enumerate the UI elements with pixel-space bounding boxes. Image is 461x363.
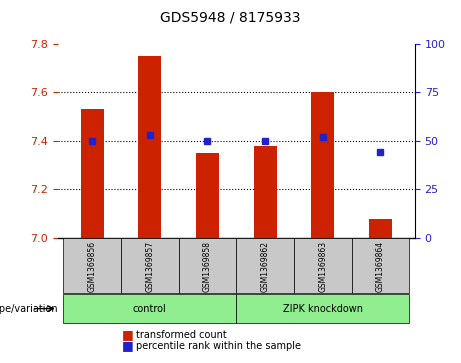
FancyBboxPatch shape <box>121 238 179 293</box>
FancyBboxPatch shape <box>351 238 409 293</box>
Text: GSM1369864: GSM1369864 <box>376 241 385 291</box>
FancyBboxPatch shape <box>179 238 236 293</box>
Text: GSM1369863: GSM1369863 <box>318 241 327 291</box>
Bar <box>81 109 104 238</box>
FancyBboxPatch shape <box>64 294 236 323</box>
Bar <box>138 56 161 238</box>
Text: ZIPK knockdown: ZIPK knockdown <box>283 303 363 314</box>
FancyBboxPatch shape <box>236 238 294 293</box>
Text: GDS5948 / 8175933: GDS5948 / 8175933 <box>160 11 301 25</box>
Text: genotype/variation: genotype/variation <box>0 303 58 314</box>
Text: transformed count: transformed count <box>136 330 227 340</box>
Bar <box>369 219 392 238</box>
FancyBboxPatch shape <box>236 294 409 323</box>
Text: ■: ■ <box>122 339 134 352</box>
Text: GSM1369862: GSM1369862 <box>260 241 270 291</box>
Text: GSM1369856: GSM1369856 <box>88 241 97 291</box>
Text: GSM1369857: GSM1369857 <box>145 241 154 291</box>
Bar <box>311 92 334 238</box>
FancyBboxPatch shape <box>64 238 121 293</box>
Text: control: control <box>133 303 167 314</box>
Bar <box>196 153 219 238</box>
Text: percentile rank within the sample: percentile rank within the sample <box>136 340 301 351</box>
Bar <box>254 146 277 238</box>
Text: ■: ■ <box>122 329 134 341</box>
Text: GSM1369858: GSM1369858 <box>203 241 212 291</box>
FancyBboxPatch shape <box>294 238 351 293</box>
